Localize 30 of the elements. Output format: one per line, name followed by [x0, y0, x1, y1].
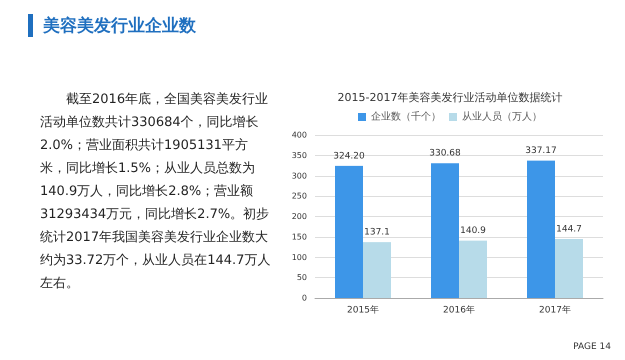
x-tick-label: 2015年 — [347, 304, 379, 316]
y-tick-label: 150 — [292, 232, 307, 242]
y-tick-label: 300 — [292, 171, 307, 180]
data-label: 337.17 — [525, 146, 557, 156]
data-label: 137.1 — [364, 228, 390, 238]
text: 美容美发行业企业数 — [28, 14, 196, 37]
data-label: 324.20 — [333, 151, 366, 162]
x-tick-label: 2017年 — [539, 304, 571, 316]
chart-title: 2015-2017年美容美发行业活动单位数据统计 — [338, 91, 562, 104]
bar — [431, 163, 459, 298]
y-tick-label: 400 — [292, 130, 307, 140]
bar — [555, 239, 583, 298]
y-tick-label: 200 — [292, 212, 307, 221]
text: PAGE 14 — [573, 342, 611, 352]
bar — [363, 242, 391, 298]
bar — [527, 160, 555, 298]
legend-label: 从业人员（万人） — [462, 110, 542, 122]
bar — [459, 240, 487, 298]
x-tick-label: 2016年 — [443, 304, 475, 316]
y-tick-label: 50 — [296, 273, 307, 282]
y-tick-label: 0 — [302, 294, 307, 302]
y-tick-label: 100 — [292, 252, 307, 262]
data-label: 140.9 — [460, 226, 486, 236]
y-tick-label: 250 — [292, 192, 307, 201]
data-label: 144.7 — [556, 224, 582, 235]
bar — [335, 166, 363, 298]
data-label: 330.68 — [429, 148, 462, 159]
legend-label: 企业数（千个） — [371, 110, 441, 122]
text: 截至2016年底，全国美容美发行业活动单位数共计330684个，同比增长2.0%；营业面积共计1905131平方米，同比增长1.5%；从业人员总数为140.9万人，同比增长2.8%；营业额31293434万元，同比增长2.7%。初步统计2017年我国美容美发行业企业数大约为33.72万个，从业人员在144.7万人左右。 — [40, 92, 270, 291]
y-tick-label: 350 — [292, 150, 307, 160]
